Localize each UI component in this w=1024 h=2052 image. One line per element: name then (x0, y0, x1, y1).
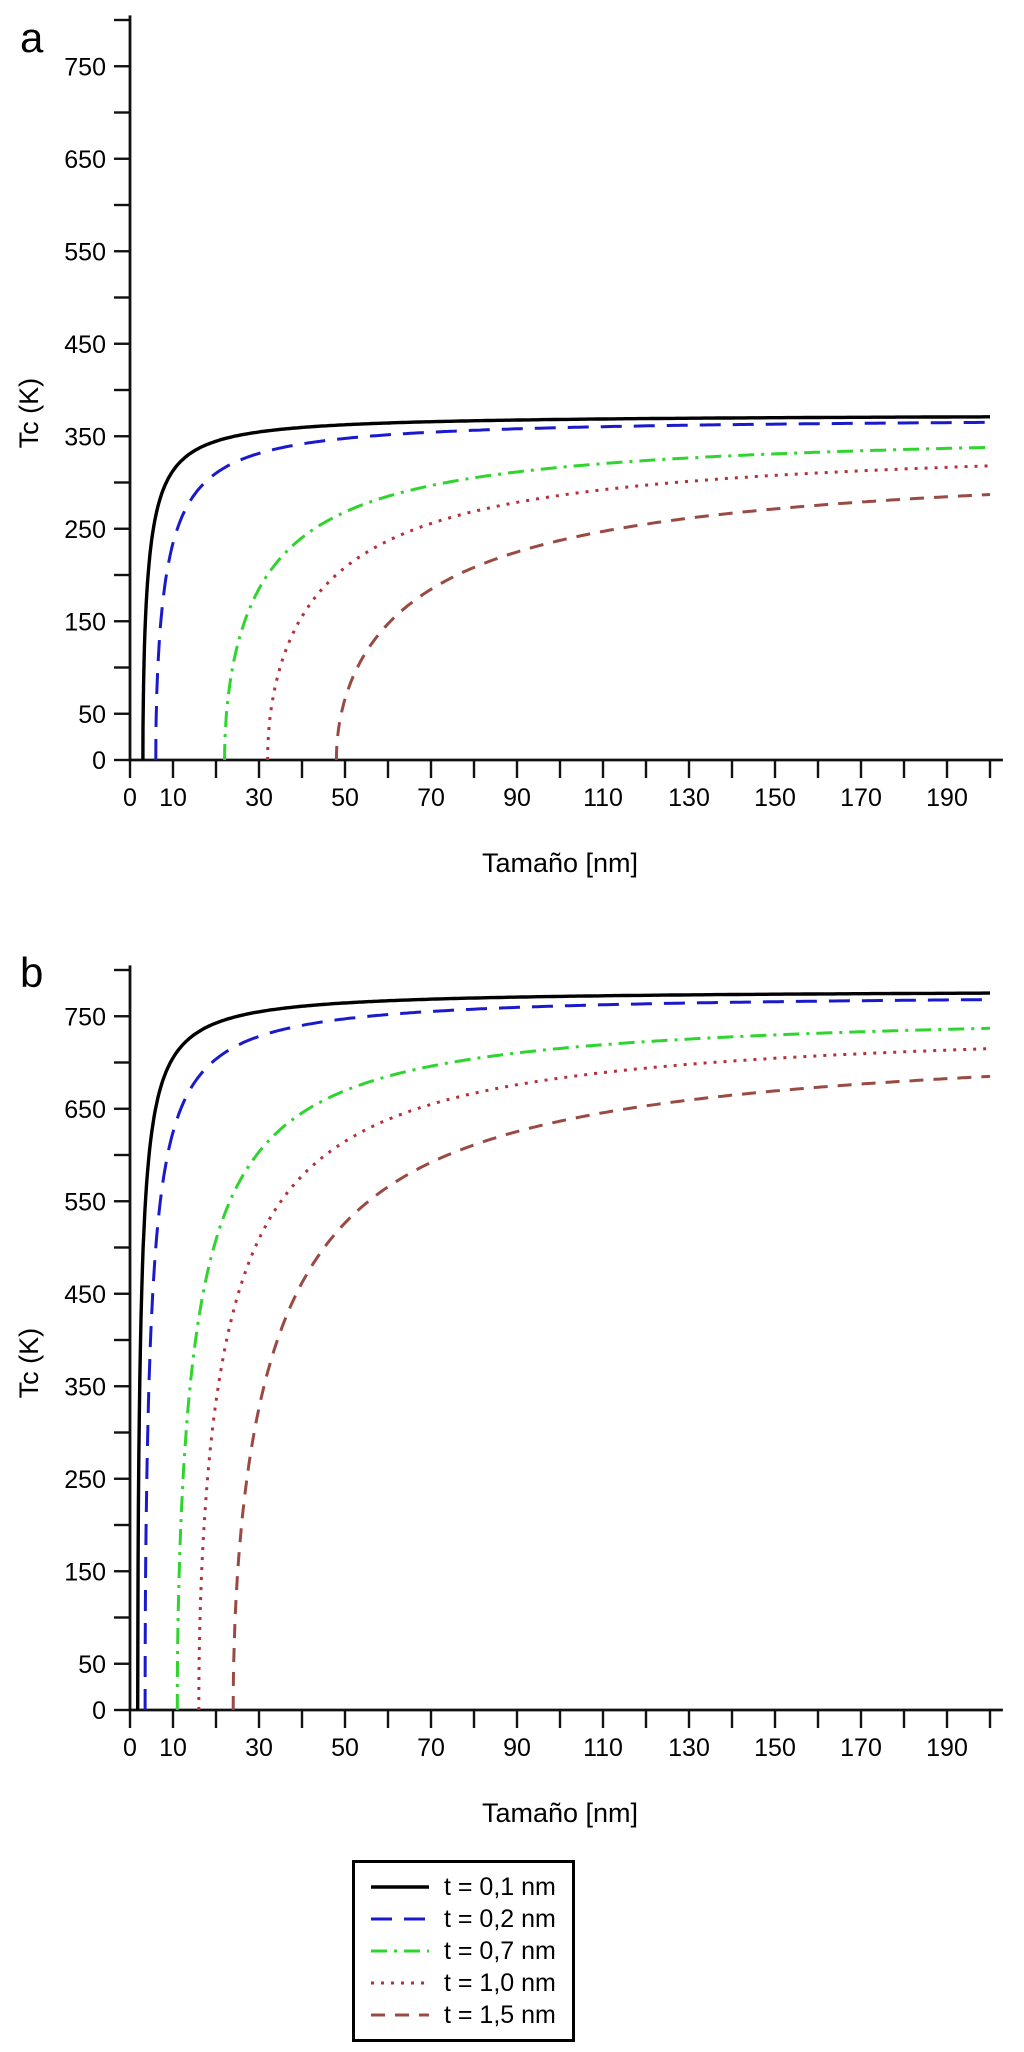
series-line-07 (175, 1026, 991, 1711)
x-tick-label: 0 (123, 1734, 137, 1762)
x-tick-label: 90 (503, 1734, 531, 1762)
panels-container: a 0 10 30 50 70 90 110 130 150 170 190 0 50 150 250 350 4… (14, 14, 1003, 1828)
legend-label: t = 0,2 nm (444, 1904, 556, 1933)
y-tick-labels: 0 50 150 250 350 450 550 650 750 (64, 53, 106, 775)
series-line-15 (231, 1074, 991, 1711)
y-tick-label: 150 (64, 608, 106, 636)
panel-b-chart: b 0 10 30 50 70 90 110 130 150 170 190 0 50 150 250 350 4… (14, 949, 1003, 1828)
y-tick-label: 450 (64, 1281, 106, 1309)
legend-entry: t = 0,7 nm (369, 1935, 556, 1967)
series-line-01 (141, 415, 990, 761)
x-axis-label: Tamaño [nm] (482, 848, 638, 878)
y-tick-label: 650 (64, 1096, 106, 1124)
series-curves (136, 991, 991, 1711)
legend: t = 0,1 nm t = 0,2 nm t = 0,7 nm t = 1,0 nm… (352, 1860, 575, 2042)
series-line-10 (197, 1047, 991, 1711)
legend-line-sample (371, 1949, 429, 1953)
series-line-15 (334, 493, 991, 761)
panel-b-letter: b (20, 949, 43, 996)
panel-a-chart: a 0 10 30 50 70 90 110 130 150 170 190 0 50 150 250 350 4… (14, 14, 1003, 878)
y-axis-ticks (114, 968, 130, 1712)
x-tick-label: 150 (754, 1734, 796, 1762)
x-tick-label: 110 (583, 784, 623, 812)
x-tick-label: 30 (245, 1734, 273, 1762)
y-tick-label: 650 (64, 146, 106, 174)
legend-line-sample (371, 2013, 429, 2017)
y-tick-labels: 0 50 150 250 350 450 550 650 750 (64, 1003, 106, 1725)
legend-line-sample (371, 1917, 429, 1921)
legend-label: t = 0,1 nm (444, 1872, 556, 1901)
y-tick-label: 550 (64, 238, 106, 266)
series-line-07 (223, 445, 991, 761)
legend-entry: t = 1,5 nm (369, 1999, 556, 2031)
x-tick-label: 190 (926, 1734, 968, 1762)
y-tick-label: 250 (64, 516, 106, 544)
x-tick-label: 110 (583, 1734, 623, 1762)
panel-a-letter: a (20, 14, 44, 61)
x-tick-labels: 0 10 30 50 70 90 110 130 150 170 190 (123, 1734, 968, 1762)
x-tick-label: 190 (926, 784, 968, 812)
x-tick-label: 90 (503, 784, 531, 812)
y-tick-label: 750 (64, 1003, 106, 1031)
y-axis-label: Tc (K) (14, 1328, 44, 1399)
y-tick-label: 0 (92, 747, 106, 775)
x-tick-label: 70 (417, 1734, 445, 1762)
x-tick-label: 10 (159, 1734, 187, 1762)
legend-entry: t = 1,0 nm (369, 1967, 556, 1999)
legend-entry: t = 0,1 nm (369, 1871, 556, 1903)
x-tick-label: 70 (417, 784, 445, 812)
y-tick-label: 350 (64, 423, 106, 451)
legend-label: t = 1,5 nm (444, 2000, 556, 2029)
x-tick-label: 130 (668, 784, 710, 812)
x-axis-label: Tamaño [nm] (482, 1798, 638, 1828)
y-axis-label: Tc (K) (14, 378, 44, 449)
legend-label: t = 0,7 nm (444, 1936, 556, 1965)
legend-line-sample (371, 1981, 429, 1985)
y-tick-label: 0 (92, 1697, 106, 1725)
series-line-01 (136, 991, 990, 1711)
series-line-02 (143, 998, 990, 1711)
x-tick-label: 30 (245, 784, 273, 812)
y-tick-label: 450 (64, 331, 106, 359)
x-axis-ticks (128, 760, 992, 778)
x-tick-label: 130 (668, 1734, 710, 1762)
x-tick-label: 50 (331, 784, 359, 812)
x-tick-label: 150 (754, 784, 796, 812)
x-tick-label: 50 (331, 1734, 359, 1762)
x-tick-label: 0 (123, 784, 137, 812)
legend-entry: t = 0,2 nm (369, 1903, 556, 1935)
y-tick-label: 350 (64, 1373, 106, 1401)
x-tick-label: 170 (840, 1734, 882, 1762)
series-curves (141, 415, 991, 761)
y-tick-label: 50 (78, 701, 106, 729)
x-tick-label: 170 (840, 784, 882, 812)
series-line-02 (154, 420, 990, 761)
x-axis-ticks (128, 1710, 992, 1728)
series-line-10 (266, 464, 991, 761)
y-tick-label: 250 (64, 1466, 106, 1494)
y-tick-label: 750 (64, 53, 106, 81)
x-tick-label: 10 (159, 784, 187, 812)
legend-label: t = 1,0 nm (444, 1968, 556, 1997)
y-tick-label: 50 (78, 1651, 106, 1679)
y-tick-label: 550 (64, 1188, 106, 1216)
y-axis-ticks (114, 18, 130, 762)
y-tick-label: 150 (64, 1558, 106, 1586)
x-tick-labels: 0 10 30 50 70 90 110 130 150 170 190 (123, 784, 968, 812)
legend-line-sample (371, 1885, 429, 1889)
